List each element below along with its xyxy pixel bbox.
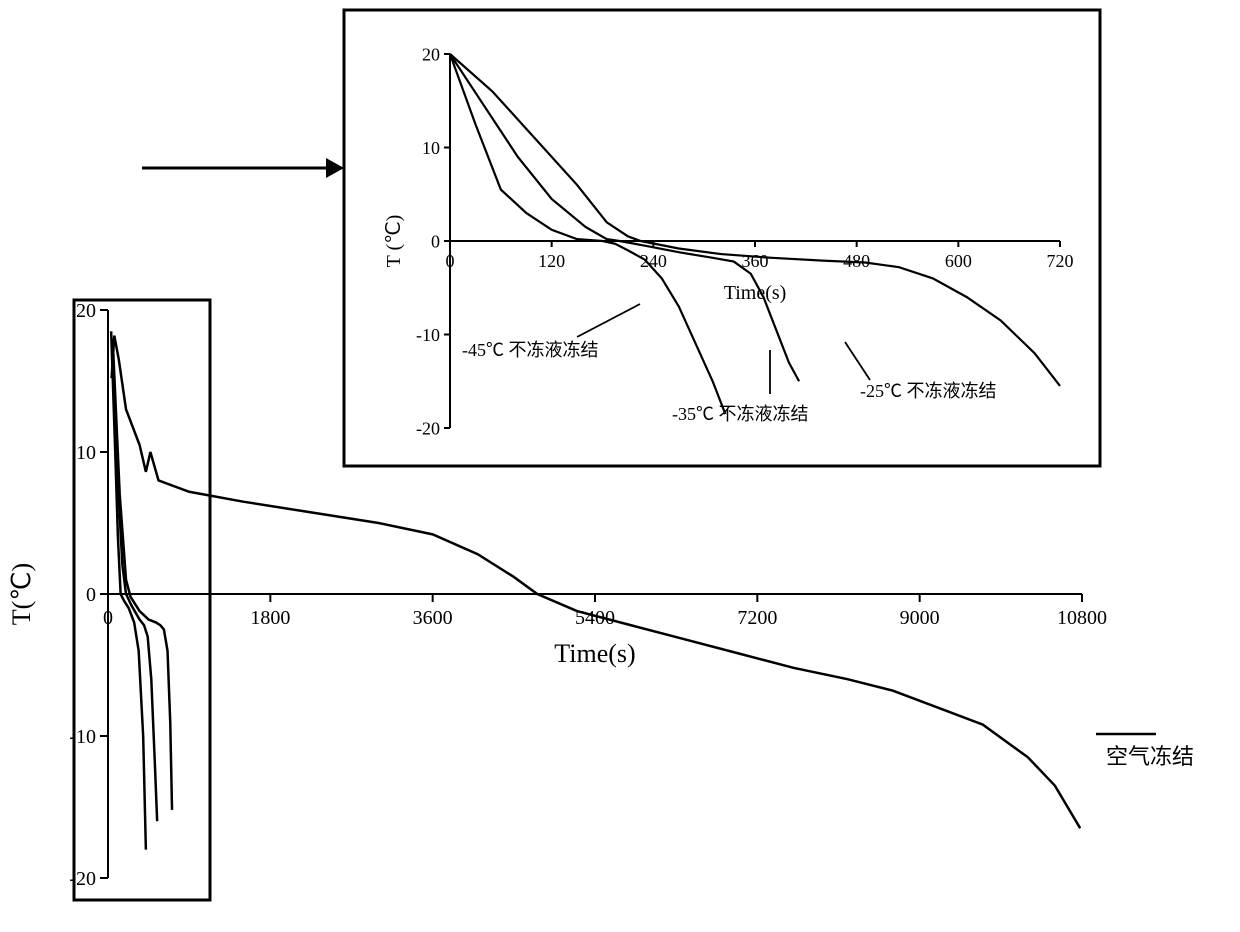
series-line xyxy=(112,336,1081,829)
x-axis-label: Time(s) xyxy=(724,282,787,304)
legend-label-air: 空气冻结 xyxy=(1106,744,1194,769)
callout-arrow-head xyxy=(326,158,344,178)
x-tick-label: 9000 xyxy=(900,607,940,629)
x-tick-label: 120 xyxy=(538,251,565,271)
figure-canvas: 01800360054007200900010800-20-1001020Tim… xyxy=(0,0,1240,932)
figure-svg: 01800360054007200900010800-20-1001020Tim… xyxy=(0,0,1240,932)
main-y-axis-label: T(℃) xyxy=(7,563,36,625)
inset-series-label: -25℃ 不冻液冻结 xyxy=(860,381,997,401)
y-tick-label: 0 xyxy=(86,584,96,606)
leader-line xyxy=(845,342,870,380)
y-tick-label: 10 xyxy=(76,442,96,464)
x-tick-label: 0 xyxy=(446,251,455,271)
x-tick-label: 600 xyxy=(945,251,972,271)
inset-series-label: -45℃ 不冻液冻结 xyxy=(462,340,599,360)
x-tick-label: 720 xyxy=(1047,251,1074,271)
x-tick-label: 3600 xyxy=(413,607,453,629)
y-tick-label: 20 xyxy=(422,44,440,64)
annotations xyxy=(142,158,344,178)
leader-line xyxy=(577,304,640,337)
y-axis-label: T (℃) xyxy=(383,215,405,268)
x-tick-label: 360 xyxy=(742,251,769,271)
series-line xyxy=(450,54,1060,386)
y-tick-label: 0 xyxy=(431,231,440,251)
y-tick-label: -20 xyxy=(416,418,440,438)
x-tick-label: 5400 xyxy=(575,607,615,629)
x-tick-label: 10800 xyxy=(1057,607,1107,629)
main-chart: 0 1800 3600 5400 7200 9000 10800 -20 -10 0 10 20 Tim… xyxy=(7,300,1194,900)
inset-chart: 0120240360480600720-20-1001020Time(s)T (… xyxy=(344,10,1100,466)
y-tick-label: -10 xyxy=(416,325,440,345)
x-tick-label: 0 xyxy=(103,607,113,629)
y-tick-label: 10 xyxy=(422,138,440,158)
x-axis-label: Time(s) xyxy=(554,639,635,668)
inset-series-label: -35℃ 不冻液冻结 xyxy=(672,404,809,424)
y-tick-label: 20 xyxy=(76,300,96,322)
x-tick-label: 1800 xyxy=(250,607,290,629)
x-tick-label: 7200 xyxy=(737,607,777,629)
